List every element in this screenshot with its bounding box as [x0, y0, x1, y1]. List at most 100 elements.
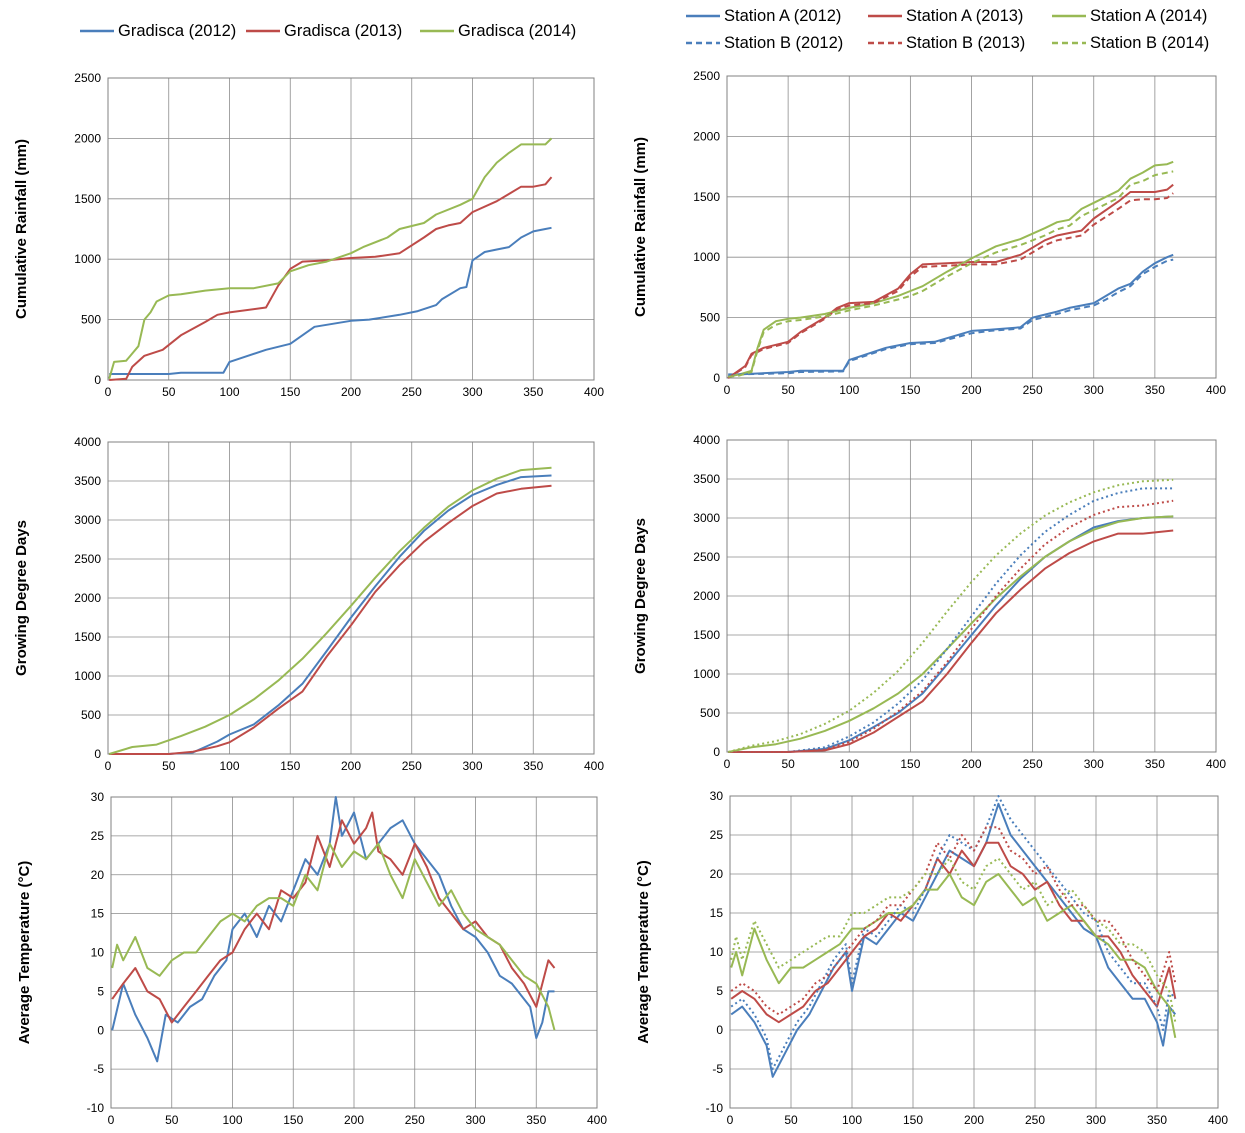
- x-tick-label: 400: [584, 759, 604, 773]
- y-tick-label: -5: [93, 1062, 104, 1076]
- y-tick-label: 20: [710, 867, 724, 881]
- legend-label-station-b-2012: Station B (2012): [724, 34, 843, 52]
- x-tick-label: 200: [964, 1113, 984, 1127]
- y-tick-label: 25: [91, 829, 105, 843]
- x-tick-label: 0: [108, 1113, 115, 1127]
- y-tick-label: 3000: [693, 511, 720, 525]
- y-tick-label: 2000: [693, 589, 720, 603]
- x-tick-label: 200: [341, 385, 361, 399]
- x-tick-label: 50: [781, 757, 795, 771]
- x-tick-label: 300: [1084, 383, 1104, 397]
- series-line-station-a-2012: [730, 802, 1177, 1078]
- x-tick-label: 50: [165, 1113, 179, 1127]
- y-axis-label: Growing Degree Days: [632, 518, 649, 674]
- y-axis-label: Average Temperature (°C): [635, 860, 652, 1044]
- x-tick-label: 300: [1086, 1113, 1106, 1127]
- series-line-gradisca-2013: [111, 811, 556, 1024]
- series-line-gradisca-2013: [109, 176, 553, 381]
- legend-label-station-a-2014: Station A (2014): [1090, 7, 1207, 25]
- x-tick-label: 350: [526, 1113, 546, 1127]
- series-line-gradisca-2012: [109, 226, 552, 375]
- series-line-station-b-2014: [730, 857, 1177, 1023]
- x-tick-label: 200: [341, 759, 361, 773]
- series-line-station-a-2013: [730, 841, 1177, 1024]
- series-line-gradisca-2014: [108, 466, 552, 755]
- y-axis-label: Cumulative Rainfall (mm): [13, 139, 30, 319]
- y-tick-label: 15: [91, 907, 105, 921]
- series-line-station-b-2013: [727, 192, 1174, 379]
- plot-frame: [107, 441, 595, 755]
- chart-left-growing-degree-days: 0 50 100 150 200 250 300 350 4000500100015002000…: [13, 435, 604, 773]
- x-tick-label: 200: [961, 757, 981, 771]
- x-tick-label: 0: [724, 383, 731, 397]
- y-tick-label: 20: [91, 868, 105, 882]
- x-tick-label: 50: [784, 1113, 798, 1127]
- y-tick-label: 1000: [693, 250, 720, 264]
- y-axis-label: Growing Degree Days: [13, 520, 30, 676]
- y-axis-label: Cumulative Rainfall (mm): [632, 137, 649, 317]
- x-tick-label: 300: [465, 1113, 485, 1127]
- x-tick-label: 150: [900, 383, 920, 397]
- x-tick-label: 0: [105, 385, 112, 399]
- y-tick-label: 30: [710, 789, 724, 803]
- x-tick-label: 350: [523, 385, 543, 399]
- y-tick-label: 2000: [74, 131, 101, 145]
- y-tick-label: 3500: [74, 474, 101, 488]
- x-tick-label: 300: [462, 759, 482, 773]
- y-tick-label: 2500: [74, 552, 101, 566]
- plot-frame: [107, 77, 595, 381]
- x-tick-label: 400: [1206, 757, 1226, 771]
- chart-left-cumulative-rainfall: 0 50 100 150 200 250 300 350 400 0 500 1000 1500 2000…: [13, 71, 604, 399]
- series-line-station-b-2012: [728, 258, 1174, 377]
- x-tick-label: 250: [1025, 1113, 1045, 1127]
- x-tick-label: 200: [961, 383, 981, 397]
- x-tick-label: 250: [402, 759, 422, 773]
- x-tick-label: 50: [781, 383, 795, 397]
- y-tick-label: 5: [716, 984, 723, 998]
- legend-label-gradisca-2014: Gradisca (2014): [458, 22, 576, 40]
- y-tick-label: 30: [91, 790, 105, 804]
- legend-label-gradisca-2012: Gradisca (2012): [118, 22, 236, 40]
- y-tick-label: 2000: [74, 591, 101, 605]
- plot-frame: [729, 795, 1219, 1109]
- x-tick-label: 400: [584, 385, 604, 399]
- y-tick-label: 5: [97, 984, 104, 998]
- series-line-station-b-2013: [728, 499, 1174, 753]
- x-tick-label: 400: [1206, 383, 1226, 397]
- x-tick-label: 400: [1208, 1113, 1228, 1127]
- x-tick-label: 0: [727, 1113, 734, 1127]
- y-tick-label: 2000: [693, 129, 720, 143]
- y-tick-label: 15: [710, 906, 724, 920]
- y-tick-label: 0: [713, 745, 720, 759]
- x-tick-label: 0: [724, 757, 731, 771]
- legend-right: Station A (2012) Station A (2013) Station …: [686, 7, 1209, 52]
- x-tick-label: 350: [1145, 757, 1165, 771]
- x-tick-label: 150: [903, 1113, 923, 1127]
- legend-label-station-a-2012: Station A (2012): [724, 7, 841, 25]
- series-line-gradisca-2012: [109, 474, 552, 755]
- y-tick-label: 2500: [693, 550, 720, 564]
- y-tick-label: 500: [81, 313, 101, 327]
- x-tick-label: 150: [280, 385, 300, 399]
- x-tick-label: 100: [839, 383, 859, 397]
- y-tick-label: 500: [81, 708, 101, 722]
- series-line-gradisca-2014: [111, 842, 556, 1031]
- y-tick-label: 1000: [693, 667, 720, 681]
- series-line-station-a-2013: [728, 529, 1174, 753]
- legend-left: Gradisca (2012) Gradisca (2013) Gradisca (…: [80, 22, 576, 40]
- y-tick-label: 4000: [693, 433, 720, 447]
- x-tick-label: 250: [1023, 383, 1043, 397]
- series-line-gradisca-2013: [109, 484, 552, 755]
- series-line-station-a-2014: [730, 873, 1177, 1038]
- series-line-station-a-2012: [728, 515, 1174, 753]
- y-tick-label: 1500: [693, 628, 720, 642]
- x-tick-label: 150: [283, 1113, 303, 1127]
- series-line-station-a-2014: [727, 160, 1174, 378]
- plot-frame: [726, 75, 1217, 379]
- x-tick-label: 250: [402, 385, 422, 399]
- y-tick-label: 1500: [74, 192, 101, 206]
- x-tick-label: 150: [280, 759, 300, 773]
- x-tick-label: 350: [1145, 383, 1165, 397]
- y-tick-label: 1000: [74, 669, 101, 683]
